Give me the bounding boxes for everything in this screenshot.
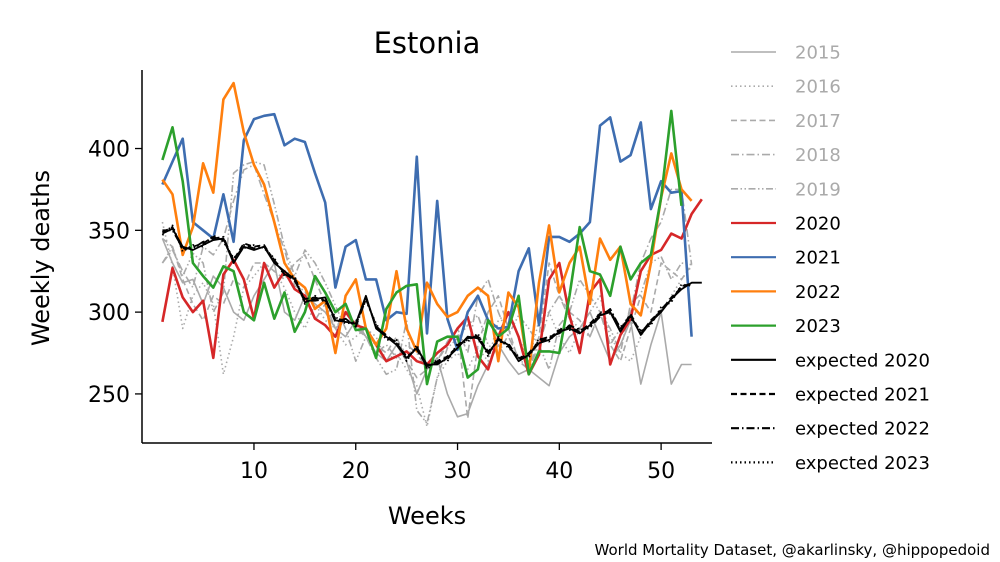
series-line-2021 bbox=[161, 112, 693, 352]
x-tick-label-10: 10 bbox=[240, 459, 268, 484]
plot-lines bbox=[161, 81, 703, 428]
legend-label-expected-2022: expected 2022 bbox=[795, 419, 930, 440]
legend-label-expected-2023: expected 2023 bbox=[795, 453, 930, 474]
legend-label-2020: 2020 bbox=[795, 214, 841, 235]
y-tick-label-300: 300 bbox=[88, 301, 130, 326]
legend-label-2021: 2021 bbox=[795, 248, 841, 269]
legend: 2015 2016 2017 2018 2019 2020 2021 2022 2023 expe… bbox=[731, 43, 930, 474]
chart-title: Estonia bbox=[374, 26, 481, 60]
x-tick-label-30: 30 bbox=[444, 459, 472, 484]
x-tick-label-40: 40 bbox=[545, 459, 573, 484]
legend-label-2015: 2015 bbox=[795, 43, 841, 64]
legend-label-2019: 2019 bbox=[795, 179, 841, 200]
legend-label-expected-2020: expected 2020 bbox=[795, 350, 930, 371]
ticks: 10 20 30 40 50 250 300 350 400 bbox=[88, 138, 675, 484]
x-tick-label-20: 20 bbox=[342, 459, 370, 484]
y-tick-label-400: 400 bbox=[88, 138, 130, 163]
series-line-2019 bbox=[161, 160, 692, 425]
legend-label-2022: 2022 bbox=[795, 282, 841, 303]
x-axis-label: Weeks bbox=[388, 502, 466, 530]
legend-label-2023: 2023 bbox=[795, 316, 841, 337]
y-tick-label-350: 350 bbox=[88, 219, 130, 244]
series-line-2018 bbox=[161, 164, 693, 371]
legend-label-2016: 2016 bbox=[795, 77, 841, 98]
legend-label-2017: 2017 bbox=[795, 111, 841, 132]
axes bbox=[141, 70, 712, 444]
legend-label-expected-2021: expected 2021 bbox=[795, 385, 930, 406]
x-tick-label-50: 50 bbox=[647, 459, 675, 484]
y-tick-label-250: 250 bbox=[88, 383, 130, 408]
series-line-2022 bbox=[161, 81, 693, 375]
credit-text: World Mortality Dataset, @akarlinsky, @h… bbox=[595, 541, 990, 559]
legend-label-2018: 2018 bbox=[795, 145, 841, 166]
y-axis-label: Weekly deaths bbox=[27, 170, 55, 346]
series-line-2023 bbox=[161, 109, 683, 386]
